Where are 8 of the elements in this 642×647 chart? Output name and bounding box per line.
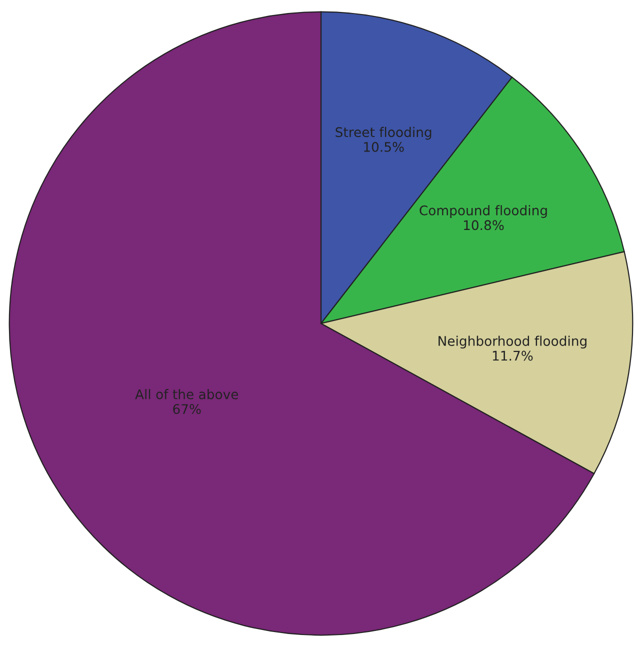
slice-label: Street flooding (336, 126, 432, 140)
data-label: 10.5% (364, 142, 404, 152)
data-label: 67% (173, 404, 201, 414)
slice-label: Compound flooding (420, 205, 547, 218)
data-label: 11.7% (492, 350, 533, 361)
slice-label: All of the above (135, 389, 238, 400)
slice-label: Neighborhood flooding (438, 336, 586, 349)
data-label: 10.8% (464, 220, 504, 230)
